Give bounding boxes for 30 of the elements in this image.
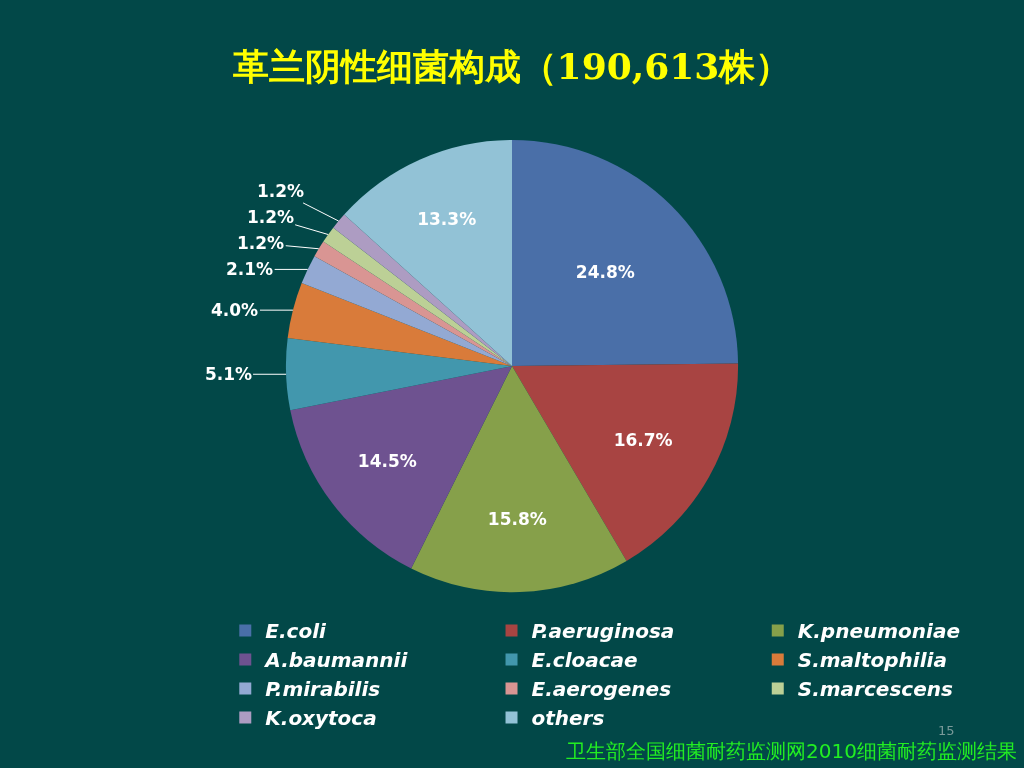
- legend-label: P.aeruginosa: [531, 619, 675, 644]
- legend-label: A.baumannii: [263, 648, 409, 673]
- data-label: 2.1%: [226, 259, 274, 279]
- data-label: 15.8%: [487, 509, 547, 530]
- data-label: 14.5%: [357, 451, 417, 472]
- data-label: 1.2%: [237, 233, 285, 253]
- data-label: 5.1%: [205, 364, 253, 384]
- legend-label: S.maltophilia: [797, 648, 947, 673]
- legend-label: others: [531, 706, 605, 731]
- legend-label: K.pneumoniae: [797, 619, 960, 644]
- legend-label: E.aerogenes: [531, 677, 672, 702]
- data-label: 1.2%: [247, 207, 295, 227]
- pie-slice: [286, 338, 512, 411]
- pie-slice: [512, 140, 739, 367]
- legend-label: E.coli: [265, 619, 327, 644]
- data-label: 16.7%: [613, 430, 673, 451]
- pie-slice: [287, 283, 512, 367]
- data-label: 13.3%: [417, 209, 477, 230]
- legend-label: S.marcescens: [797, 677, 953, 702]
- text: 15: [938, 723, 955, 738]
- data-label: 4.0%: [211, 300, 259, 320]
- chart-title: 革兰阴性细菌构成（190,613株）: [232, 44, 792, 87]
- legend-label: K.oxytoca: [265, 706, 377, 731]
- legend-label: P.mirabilis: [265, 677, 381, 702]
- legend-label: E.cloacae: [531, 648, 638, 673]
- pie-slice: [344, 140, 512, 367]
- data-label: 24.8%: [575, 261, 635, 282]
- data-label: 1.2%: [257, 181, 305, 201]
- pie-slice: [301, 256, 512, 367]
- text: 卫生部全国细菌耐药监测网2010细菌耐药监测结果: [566, 739, 1017, 763]
